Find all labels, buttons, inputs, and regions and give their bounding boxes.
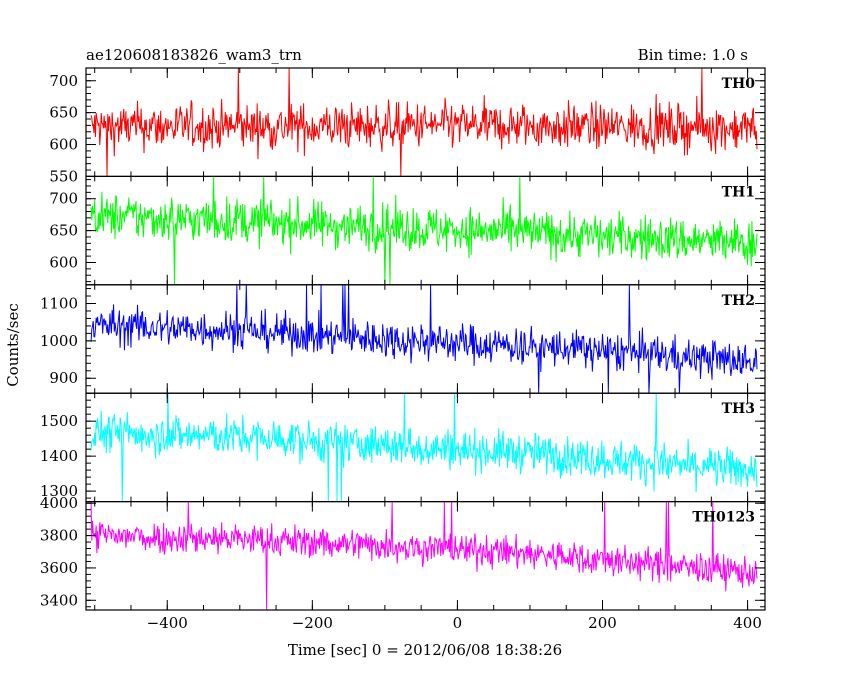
x-tick-label: −400 [147, 614, 188, 632]
x-axis: −400 −200 0 200 400 [147, 614, 762, 632]
series-line-th0 [90, 68, 758, 177]
panels-group: 550 600 650 700 TH0 600 650 700 TH1 900 1000 1100 TH… [40, 67, 766, 611]
y-tick-label: 700 [49, 72, 78, 90]
y-tick-label: 550 [49, 167, 78, 185]
panel-frame [85, 284, 766, 394]
y-tick-label: 1400 [40, 447, 78, 465]
y-tick-label: 700 [49, 190, 78, 208]
chart-title: ae120608183826_wam3_trn [86, 46, 302, 64]
panel-th1: 600 650 700 TH1 [49, 175, 766, 286]
panel-label-th0: TH0 [722, 76, 756, 92]
y-tick-label: 600 [49, 253, 78, 271]
y-tick-label: 1100 [40, 294, 78, 312]
y-tick-label: 1000 [40, 332, 78, 350]
y-axis-label: Counts/sec [4, 303, 22, 387]
y-tick-label: 1500 [40, 412, 78, 430]
x-axis-label: Time [sec] 0 = 2012/06/08 18:38:26 [288, 641, 562, 659]
panel-th0: 550 600 650 700 TH0 [49, 67, 766, 185]
bin-time-label: Bin time: 1.0 s [638, 46, 748, 64]
x-tick-label: −200 [292, 614, 333, 632]
panel-th2: 900 1000 1100 TH2 [40, 284, 766, 394]
panel-label-th1: TH1 [722, 184, 755, 200]
series-line-th0123 [90, 501, 758, 611]
y-tick-label: 600 [49, 136, 78, 154]
series-line-th3 [90, 393, 758, 502]
y-tick-label: 3400 [40, 591, 78, 609]
panel-label-th3: TH3 [722, 401, 755, 417]
x-tick-label: 0 [453, 614, 463, 632]
panel-th0123: 3400 3600 3800 4000 TH0123 [40, 494, 766, 611]
y-tick-label: 3800 [40, 527, 78, 545]
y-tick-label: 650 [49, 222, 78, 240]
panel-label-th0123: TH0123 [692, 510, 755, 526]
y-tick-label: 1300 [40, 482, 78, 500]
y-tick-label: 3600 [40, 559, 78, 577]
y-tick-label: 900 [49, 369, 78, 387]
panel-th3: 1300 1400 1500 TH3 [40, 392, 766, 503]
panel-frame [85, 501, 766, 611]
x-tick-label: 200 [588, 614, 617, 632]
series-line-th1 [90, 176, 758, 285]
series-line-th2 [90, 284, 758, 394]
x-tick-label: 400 [733, 614, 762, 632]
y-tick-label: 4000 [40, 494, 78, 512]
y-tick-label: 650 [49, 104, 78, 122]
panel-label-th2: TH2 [722, 293, 755, 309]
